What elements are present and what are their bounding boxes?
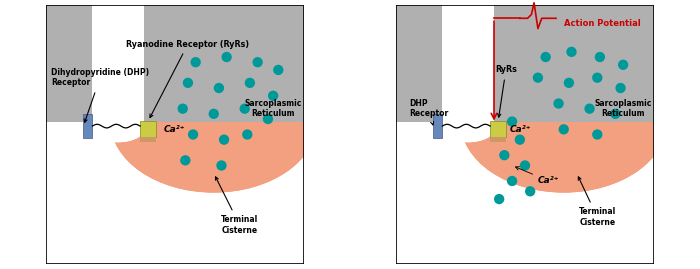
Text: Sarcoplasmic
Reticulum: Sarcoplasmic Reticulum (244, 99, 302, 118)
Bar (442, 109, 494, 129)
Ellipse shape (111, 51, 317, 193)
Ellipse shape (442, 116, 494, 142)
Circle shape (268, 91, 279, 101)
Circle shape (525, 186, 536, 196)
Circle shape (564, 78, 574, 88)
Bar (46, 122, 304, 264)
Circle shape (615, 83, 626, 93)
Bar (92, 5, 144, 129)
Circle shape (273, 65, 284, 75)
Circle shape (221, 52, 232, 62)
Bar (140, 137, 156, 142)
Text: Ryanodine Receptor (RyRs): Ryanodine Receptor (RyRs) (126, 40, 249, 118)
Bar (396, 122, 654, 264)
Text: Ca²⁺: Ca²⁺ (510, 125, 531, 134)
Bar (92, 5, 144, 129)
Text: Terminal
Cisterne: Terminal Cisterne (216, 177, 258, 235)
Circle shape (245, 78, 255, 88)
Circle shape (239, 104, 250, 114)
Text: Ca²⁺: Ca²⁺ (164, 125, 186, 134)
Text: Ca²⁺: Ca²⁺ (515, 167, 559, 186)
Circle shape (188, 129, 198, 140)
Bar (494, 5, 654, 122)
Circle shape (494, 194, 504, 204)
Circle shape (540, 52, 551, 62)
Circle shape (595, 52, 605, 62)
Bar (490, 121, 506, 137)
Circle shape (242, 129, 253, 140)
Circle shape (214, 83, 224, 93)
Ellipse shape (442, 116, 494, 142)
Circle shape (566, 47, 577, 57)
Circle shape (180, 155, 190, 165)
Circle shape (507, 176, 517, 186)
Text: RyRs: RyRs (495, 65, 517, 117)
Circle shape (499, 150, 510, 160)
Text: Sarcoplasmic
Reticulum: Sarcoplasmic Reticulum (594, 99, 652, 118)
Circle shape (610, 109, 620, 119)
Ellipse shape (111, 51, 317, 193)
Circle shape (533, 73, 543, 83)
Circle shape (520, 160, 530, 171)
Circle shape (216, 160, 227, 171)
Text: Terminal
Cisterne: Terminal Cisterne (578, 177, 616, 227)
Circle shape (209, 109, 219, 119)
Circle shape (514, 134, 525, 145)
Circle shape (559, 124, 569, 134)
Bar (490, 137, 506, 142)
Ellipse shape (461, 51, 667, 193)
Bar (46, 5, 92, 122)
Circle shape (507, 116, 517, 127)
Text: DHP
Receptor: DHP Receptor (409, 99, 448, 125)
Circle shape (190, 57, 201, 67)
Bar (83, 114, 92, 138)
Circle shape (219, 134, 229, 145)
Bar (92, 109, 144, 129)
Bar (442, 5, 494, 129)
Circle shape (183, 78, 193, 88)
Bar (140, 121, 156, 137)
Bar (396, 5, 654, 122)
Circle shape (618, 60, 629, 70)
Circle shape (178, 104, 188, 114)
Bar (396, 5, 442, 122)
Text: Dihydropyridine (DHP)
Receptor: Dihydropyridine (DHP) Receptor (51, 68, 149, 122)
Circle shape (592, 73, 603, 83)
Circle shape (584, 104, 595, 114)
Ellipse shape (461, 51, 667, 193)
Bar (433, 114, 442, 138)
Ellipse shape (92, 116, 144, 142)
Bar (442, 5, 494, 129)
Bar (46, 122, 92, 264)
Ellipse shape (92, 116, 144, 142)
Circle shape (554, 98, 564, 109)
Ellipse shape (92, 116, 144, 142)
Circle shape (592, 129, 603, 140)
Circle shape (253, 57, 262, 67)
Circle shape (262, 114, 273, 124)
Text: Action Potential: Action Potential (564, 19, 640, 28)
Ellipse shape (442, 116, 494, 142)
Bar (144, 5, 304, 122)
Bar (46, 5, 304, 122)
Bar (396, 122, 442, 264)
